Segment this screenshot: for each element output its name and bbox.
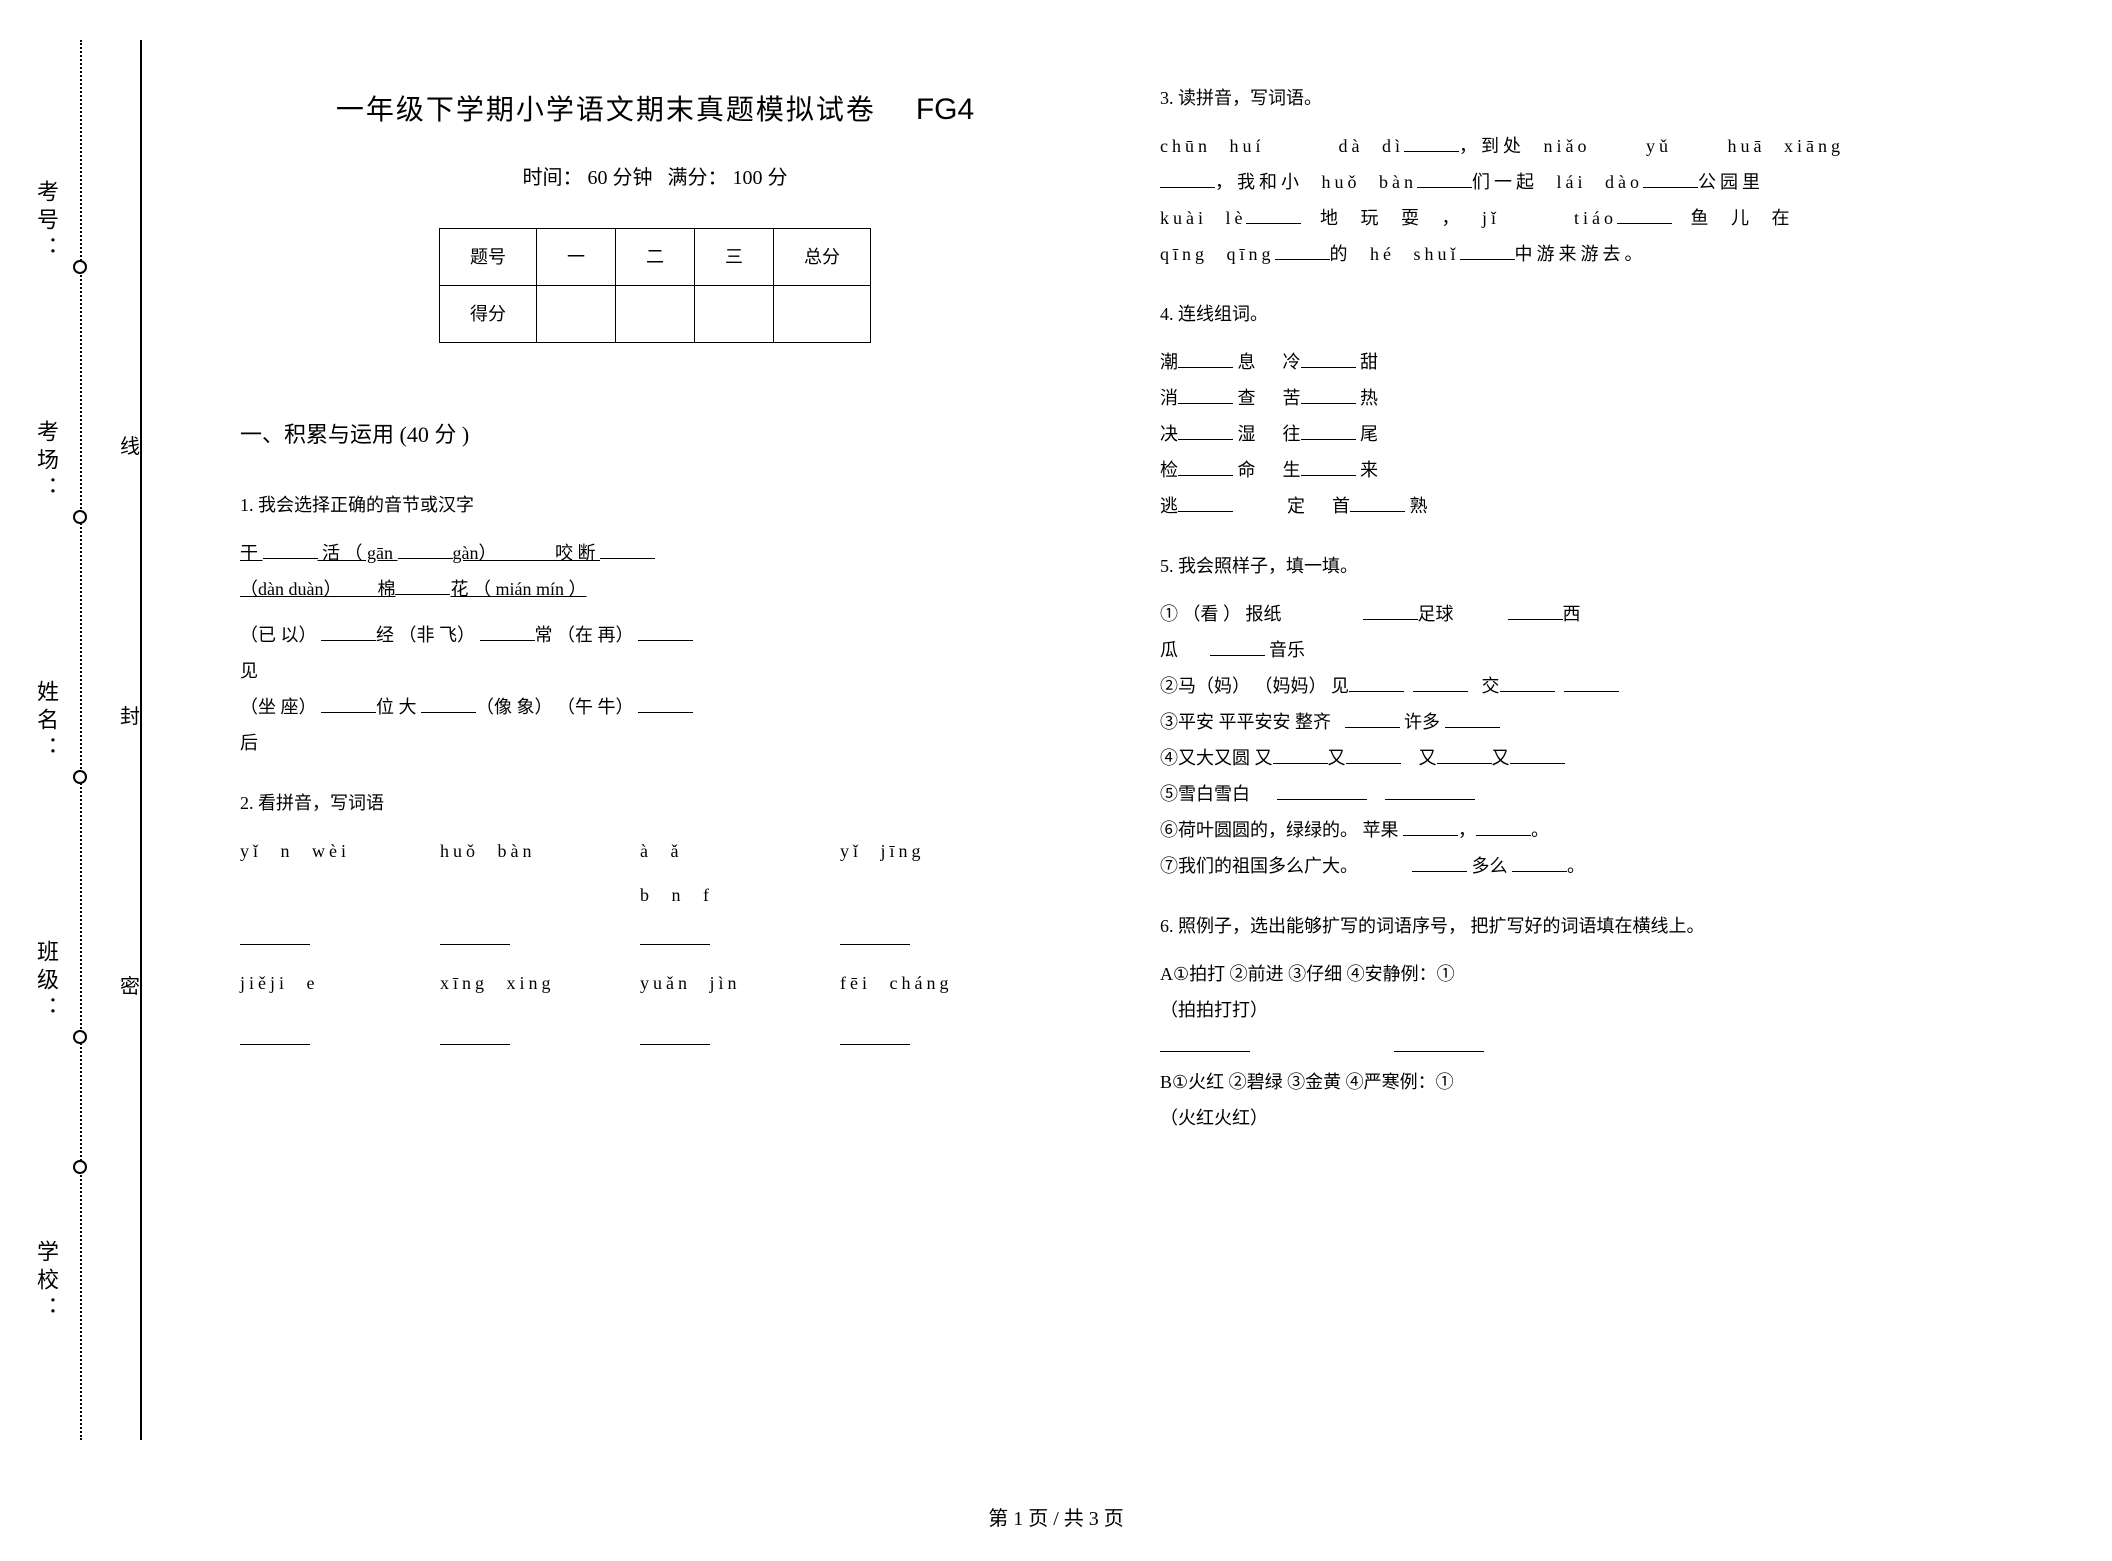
- question-3: 3. 读拼音，写词语。 chūn huí dà dì，到处 niǎo yǔ hu…: [1160, 80, 1990, 272]
- margin-label-room: 考场：: [30, 420, 62, 504]
- question-6: 6. 照例子，选出能够扩写的词语序号， 把扩写好的词语填在横线上。 A①拍打 ②…: [1160, 908, 1990, 1136]
- question-2: 2. 看拼音，写词语 yǐ n wèi huǒ bàn à ǎ yǐ jīng …: [240, 785, 1070, 1057]
- content-area: 一年级下学期小学语文期末真题模拟试卷 FG4 时间： 60 分钟 满分： 100…: [240, 80, 2020, 1160]
- right-column: 3. 读拼音，写词语。 chūn huí dà dì，到处 niǎo yǔ hu…: [1160, 80, 1990, 1160]
- question-1: 1. 我会选择正确的音节或汉字 干 活 （ gān gàn） 咬 断 （dàn …: [240, 487, 1070, 761]
- question-4: 4. 连线组词。 潮 息 冷 甜 消 查 苦 热 决 湿 往 尾 检 命 生 来…: [1160, 296, 1990, 524]
- paper-subhead: 时间： 60 分钟 满分： 100 分: [240, 158, 1070, 198]
- seal-char-feng: 封: [120, 700, 140, 729]
- page-footer: 第 1 页 / 共 3 页: [0, 1502, 2112, 1531]
- left-column: 一年级下学期小学语文期末真题模拟试卷 FG4 时间： 60 分钟 满分： 100…: [240, 80, 1070, 1160]
- question-5: 5. 我会照样子，填一填。 ① （看 ） 报纸 足球 西 瓜 音乐 ②马（妈） …: [1160, 548, 1990, 884]
- section-1-title: 一、积累与运用 (40 分 ): [240, 413, 1070, 457]
- binding-margin: 考号： 考场： 姓名： 班级： 学校： 线 封 密: [80, 40, 160, 1440]
- seal-char-xian: 线: [120, 430, 140, 459]
- score-table: 题号 一 二 三 总分 得分: [439, 228, 871, 343]
- paper-code: FG4: [916, 80, 974, 140]
- margin-label-school: 学校：: [30, 1240, 62, 1324]
- margin-label-examno: 考号：: [30, 180, 62, 264]
- paper-title: 一年级下学期小学语文期末真题模拟试卷: [336, 83, 876, 139]
- margin-label-class: 班级：: [30, 940, 62, 1024]
- seal-char-mi: 密: [120, 970, 140, 999]
- margin-label-name: 姓名：: [30, 680, 62, 764]
